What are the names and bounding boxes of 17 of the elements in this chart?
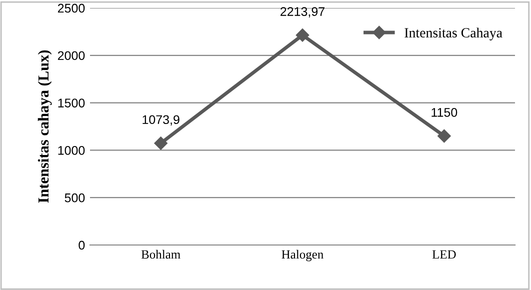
y-tick-label: 0 — [78, 240, 85, 250]
legend-label: Intensitas Cahaya — [404, 28, 502, 40]
data-label: 1073,9 — [142, 115, 180, 126]
x-tick-label: LED — [432, 250, 456, 259]
x-tick-label: Bohlam — [141, 250, 180, 259]
y-axis-title: Intensitas cahaya (Lux) — [38, 50, 52, 203]
point — [438, 129, 451, 143]
data-label: 1150 — [432, 108, 458, 117]
y-tick-label: 2000 — [58, 51, 85, 60]
y-tick-label: 1000 — [58, 146, 85, 155]
point — [296, 28, 310, 42]
y-tick-label: 2500 — [58, 4, 85, 13]
y-tick-label: 1500 — [58, 98, 85, 108]
x-tick-label: Halogen — [282, 250, 324, 262]
y-tick-label: 500 — [64, 193, 85, 202]
data-label: 2213,97 — [280, 7, 324, 18]
point — [154, 136, 168, 150]
